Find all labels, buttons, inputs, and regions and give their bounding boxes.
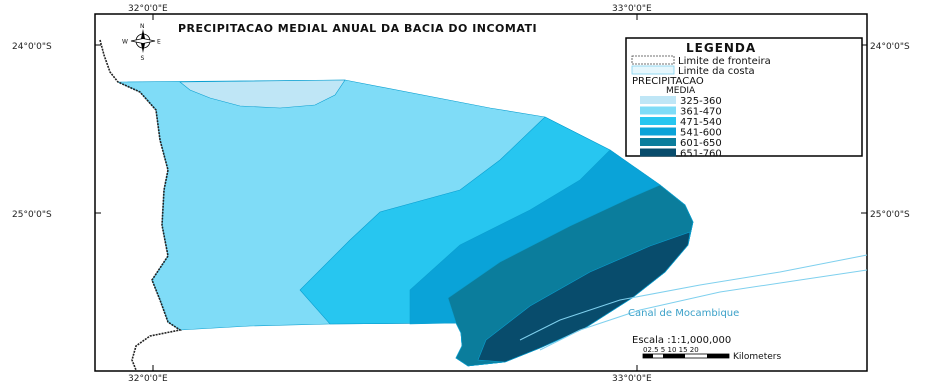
graticule-label-right-mid: 25°0'0"S	[870, 210, 910, 220]
legend-class-label-0: 325-360	[680, 96, 722, 107]
graticule-ticks	[95, 14, 867, 371]
precipitation-zones	[117, 79, 694, 367]
legend-heading-1: PRECIPITACAO	[632, 76, 704, 87]
zone-325-360	[179, 79, 346, 109]
graticule-label-left-mid: 25°0'0"S	[12, 210, 52, 220]
scale-unit: Kilometers	[733, 352, 781, 362]
border-line	[99, 39, 183, 371]
legend: LEGENDA Limite de fronteira Limite da co…	[625, 37, 863, 160]
coast-line	[519, 254, 868, 341]
legend-class-label-5: 651-760	[680, 149, 722, 160]
graticule-label-right-top: 24°0'0"S	[870, 42, 910, 52]
legend-title: LEGENDA	[686, 41, 756, 55]
legend-swatch-5	[640, 148, 676, 157]
legend-class-label-3: 541-600	[680, 128, 722, 139]
graticule-label-top-right: 33°0'0"E	[612, 4, 652, 14]
scale-title: Escala :1:1,000,000	[632, 335, 731, 346]
sea-label: Canal de Mocambique	[628, 308, 739, 319]
compass-n: N	[140, 23, 145, 30]
compass-rose-icon: N S E W	[122, 23, 161, 62]
legend-swatch-4	[640, 138, 676, 146]
river-line	[539, 269, 868, 351]
compass-e: E	[157, 39, 161, 46]
legend-boundary-2: Limite da costa	[678, 66, 755, 77]
map-title: PRECIPITACAO MEDIAL ANUAL DA BACIA DO IN…	[178, 22, 537, 35]
legend-class-label-2: 471-540	[680, 117, 722, 128]
legend-swatch-0	[640, 96, 676, 104]
legend-swatch-2	[640, 117, 676, 125]
scale-bar: Escala :1:1,000,000 02.5 5 10 15 20 Kilo…	[632, 335, 781, 362]
legend-boundary-1: Limite de fronteira	[678, 56, 771, 67]
legend-swatch-1	[640, 106, 676, 115]
legend-swatch-3	[640, 127, 676, 136]
legend-class-label-1: 361-470	[680, 107, 722, 118]
zone-651-760	[477, 231, 691, 363]
compass-s: S	[141, 55, 145, 62]
compass-w: W	[122, 39, 128, 46]
graticule-label-bottom-right: 33°0'0"E	[612, 374, 652, 383]
graticule-label-bottom-left: 32°0'0"E	[128, 374, 168, 383]
legend-heading-2: MEDIA	[666, 86, 696, 96]
graticule-label-top-left: 32°0'0"E	[128, 4, 168, 14]
scale-ticks: 02.5 5 10 15 20	[643, 346, 699, 354]
graticule-label-left-top: 24°0'0"S	[12, 42, 52, 52]
legend-class-label-4: 601-650	[680, 138, 722, 149]
legend-classes: 325-360361-470471-540541-600601-650651-7…	[640, 96, 722, 160]
